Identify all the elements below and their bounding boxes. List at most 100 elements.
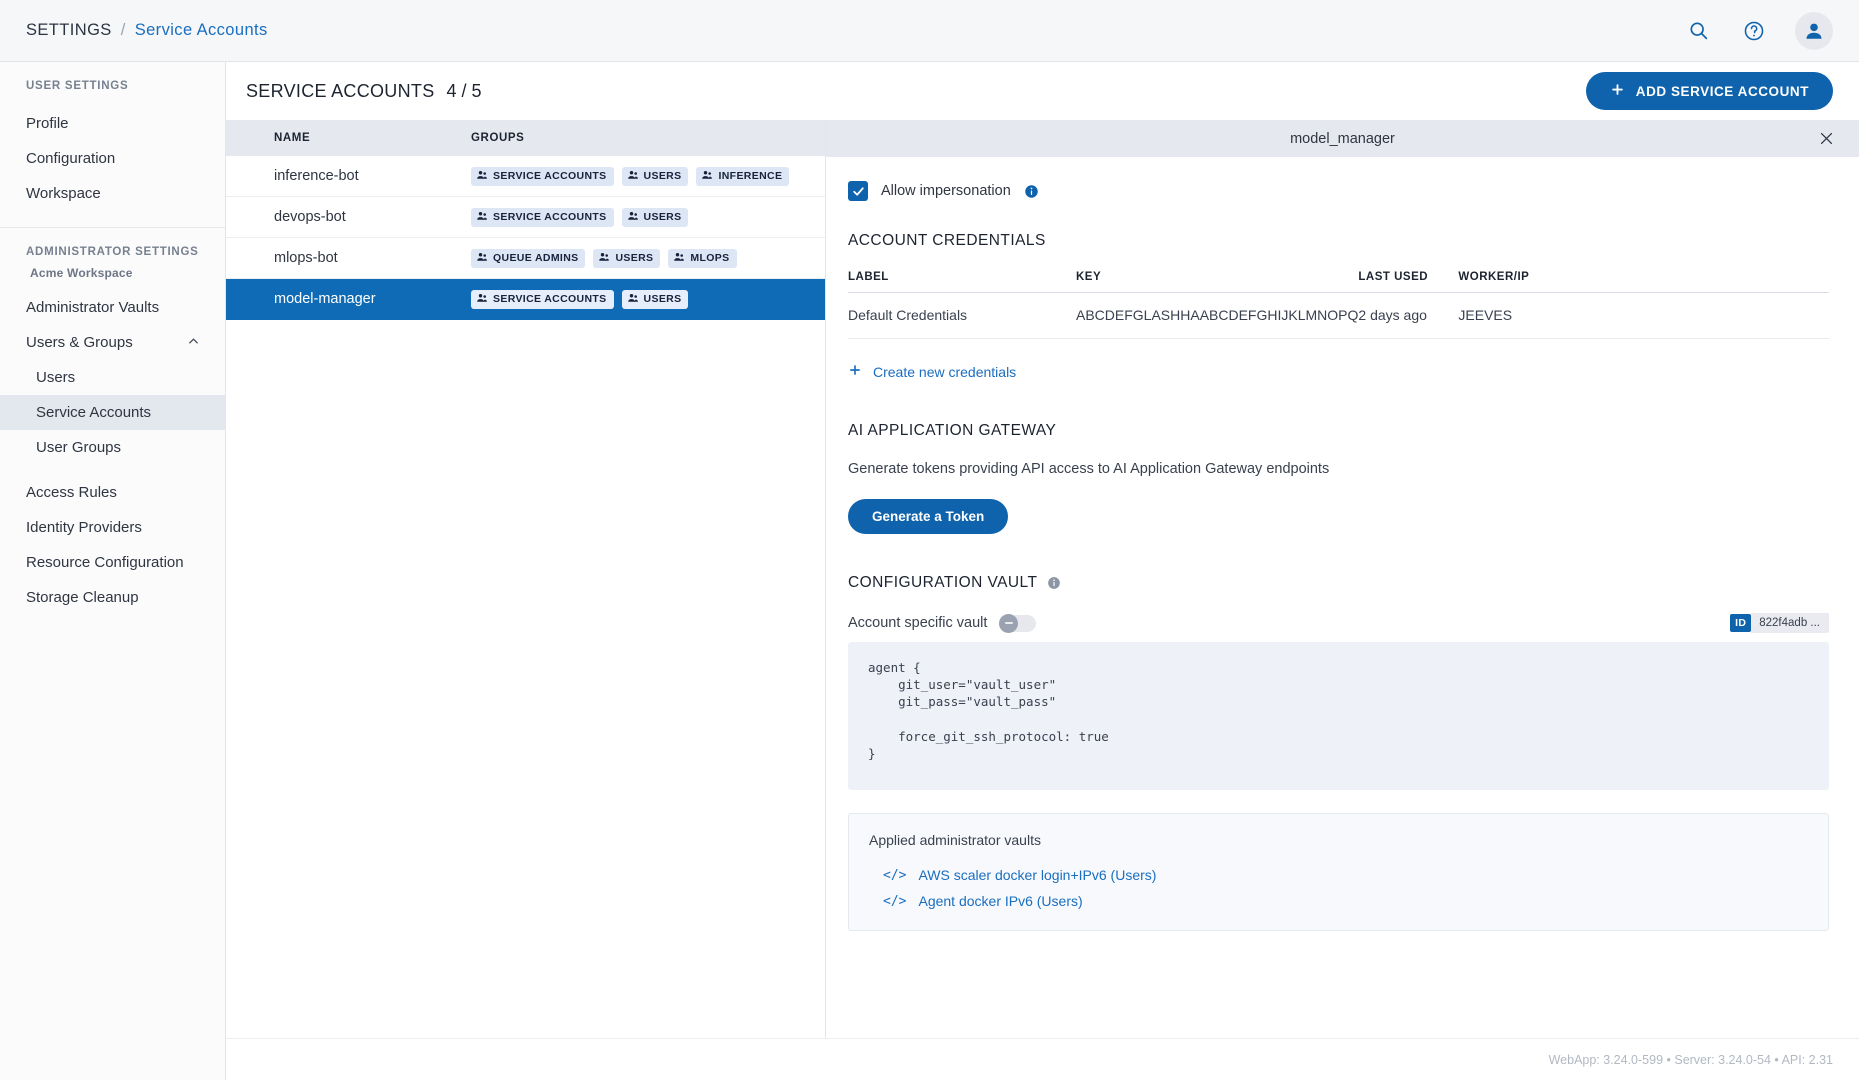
gateway-title: AI APPLICATION GATEWAY [848, 422, 1057, 439]
topbar-icon-group [1683, 11, 1833, 50]
group-chip[interactable]: USERS [621, 289, 689, 309]
sidebar-item-access-rules[interactable]: Access Rules [0, 475, 225, 510]
sidebar-item-configuration[interactable]: Configuration [0, 141, 225, 176]
cell-name: devops-bot [274, 209, 346, 225]
group-chip-label: USERS [643, 170, 682, 182]
page-count: 4 / 5 [446, 80, 482, 101]
allow-impersonation-checkbox[interactable] [848, 181, 868, 201]
group-chip[interactable]: SERVICE ACCOUNTS [471, 166, 614, 186]
detail-panel-header: model_manager [826, 120, 1859, 157]
toggle-knob [999, 613, 1019, 633]
group-chip[interactable]: MLOPS [668, 248, 737, 268]
cell-credential-label: Default Credentials [848, 292, 1076, 339]
help-circle-icon[interactable] [1739, 16, 1769, 46]
group-chip-label: QUEUE ADMINS [493, 252, 579, 264]
service-accounts-table: NAME GROUPS inference-bot SERVICE ACCOUN… [226, 120, 826, 1038]
body: USER SETTINGS Profile Configuration Work… [0, 62, 1859, 1080]
group-chip-label: MLOPS [690, 252, 730, 264]
group-chip[interactable]: USERS [621, 166, 689, 186]
people-icon [627, 292, 639, 307]
column-header-last-used: LAST USED [1358, 271, 1459, 293]
breadcrumb-current[interactable]: Service Accounts [134, 21, 268, 39]
sidebar-item-label: Profile [26, 115, 69, 132]
column-header-key: KEY [1076, 271, 1359, 293]
group-chip[interactable]: USERS [593, 248, 661, 268]
applied-administrator-vaults-box: Applied administrator vaults </> AWS sca… [848, 813, 1829, 931]
plus-icon [1610, 82, 1625, 100]
group-chip-label: SERVICE ACCOUNTS [493, 293, 607, 305]
table-row[interactable]: devops-bot SERVICE ACCOUNTS [226, 197, 825, 238]
user-avatar-icon[interactable] [1795, 11, 1833, 50]
group-chip[interactable]: USERS [621, 207, 689, 227]
info-icon[interactable] [1024, 184, 1039, 199]
table-row[interactable]: inference-bot SERVICE ACCOUNTS [226, 156, 825, 197]
table-row[interactable]: model-manager SERVICE ACCOUNTS [226, 279, 825, 320]
account-credentials-title: ACCOUNT CREDENTIALS [848, 232, 1046, 249]
people-icon [476, 251, 488, 266]
create-new-credentials-label: Create new credentials [873, 363, 1017, 380]
group-chip[interactable]: INFERENCE [696, 166, 790, 186]
footer: WebApp: 3.24.0-599 • Server: 3.24.0-54 •… [226, 1038, 1859, 1080]
account-specific-vault-row: Account specific vault ID 822f4adb ... [848, 613, 1829, 633]
sidebar-item-users-and-groups[interactable]: Users & Groups [0, 325, 225, 360]
vault-code-editor[interactable]: agent { git_user="vault_user" git_pass="… [848, 642, 1829, 790]
sidebar-workspace-name: Acme Workspace [30, 266, 133, 280]
cell-groups: QUEUE ADMINS USERS [471, 248, 825, 268]
create-new-credentials-link[interactable]: Create new credentials [848, 363, 1016, 380]
detail-panel-title: model_manager [1290, 130, 1395, 147]
people-icon [701, 169, 713, 184]
close-icon[interactable] [1815, 128, 1837, 150]
sidebar-item-label: Identity Providers [26, 519, 142, 536]
sidebar-section-admin-settings: ADMINISTRATOR SETTINGS [26, 246, 199, 258]
search-icon[interactable] [1683, 16, 1713, 46]
sidebar-item-label: Workspace [26, 185, 101, 202]
configuration-vault-label: CONFIGURATION VAULT [848, 574, 1038, 591]
applied-vault-item[interactable]: </> Agent docker IPv6 (Users) [869, 888, 1808, 914]
account-specific-vault-toggle[interactable] [999, 613, 1037, 633]
add-service-account-button[interactable]: ADD SERVICE ACCOUNT [1585, 72, 1833, 110]
info-icon[interactable] [1047, 576, 1061, 590]
applied-vault-item[interactable]: </> AWS scaler docker login+IPv6 (Users) [869, 862, 1808, 888]
people-icon [598, 251, 610, 266]
cell-name: model-manager [274, 291, 376, 307]
credentials-row[interactable]: Default Credentials ABCDEFGLASHHAABCDEFG… [848, 292, 1829, 339]
configuration-vault-section: CONFIGURATION VAULT [848, 574, 1829, 790]
account-specific-vault-label: Account specific vault [848, 615, 988, 631]
cell-credential-worker-ip: JEEVES [1458, 292, 1829, 339]
sidebar-item-label: Administrator Vaults [26, 299, 160, 316]
group-chip[interactable]: SERVICE ACCOUNTS [471, 207, 614, 227]
version-text: WebApp: 3.24.0-599 • Server: 3.24.0-54 •… [1548, 1052, 1833, 1067]
sidebar-item-storage-cleanup[interactable]: Storage Cleanup [0, 580, 225, 615]
vault-id-badge[interactable]: ID 822f4adb ... [1730, 613, 1829, 633]
cell-credential-key: ABCDEFGLASHHAABCDEFGHIJKLMNOPQ [1076, 292, 1359, 339]
cell-groups: SERVICE ACCOUNTS USERS [471, 207, 825, 227]
cell-groups: SERVICE ACCOUNTS USERS [471, 289, 825, 309]
credentials-header-row: LABEL KEY LAST USED WORKER/IP [848, 271, 1829, 293]
sidebar-item-administrator-vaults[interactable]: Administrator Vaults [0, 290, 225, 325]
group-chip[interactable]: QUEUE ADMINS [471, 248, 586, 268]
detail-panel: model_manager [826, 120, 1859, 1038]
people-icon [476, 292, 488, 307]
sidebar-item-workspace[interactable]: Workspace [0, 176, 225, 211]
sidebar-item-label: Resource Configuration [26, 554, 184, 571]
generate-token-button[interactable]: Generate a Token [848, 499, 1009, 534]
group-chip[interactable]: SERVICE ACCOUNTS [471, 289, 614, 309]
sidebar-spacer [0, 465, 225, 475]
sidebar-item-user-groups[interactable]: User Groups [0, 430, 225, 465]
gateway-description: Generate tokens providing API access to … [848, 461, 1330, 477]
table-row[interactable]: mlops-bot QUEUE ADMINS [226, 238, 825, 279]
sidebar-item-resource-configuration[interactable]: Resource Configuration [0, 545, 225, 580]
sidebar-item-users[interactable]: Users [0, 360, 225, 395]
sidebar-item-identity-providers[interactable]: Identity Providers [0, 510, 225, 545]
breadcrumb-root[interactable]: SETTINGS [26, 21, 112, 39]
allow-impersonation-row: Allow impersonation [848, 181, 1829, 201]
sidebar-item-label: Storage Cleanup [26, 589, 139, 606]
sidebar-item-service-accounts[interactable]: Service Accounts [0, 395, 225, 430]
sidebar-item-profile[interactable]: Profile [0, 106, 225, 141]
code-icon: </> [883, 893, 907, 909]
people-icon [627, 210, 639, 225]
column-header-label: LABEL [848, 271, 1076, 293]
allow-impersonation-label: Allow impersonation [881, 183, 1011, 199]
people-icon [627, 169, 639, 184]
